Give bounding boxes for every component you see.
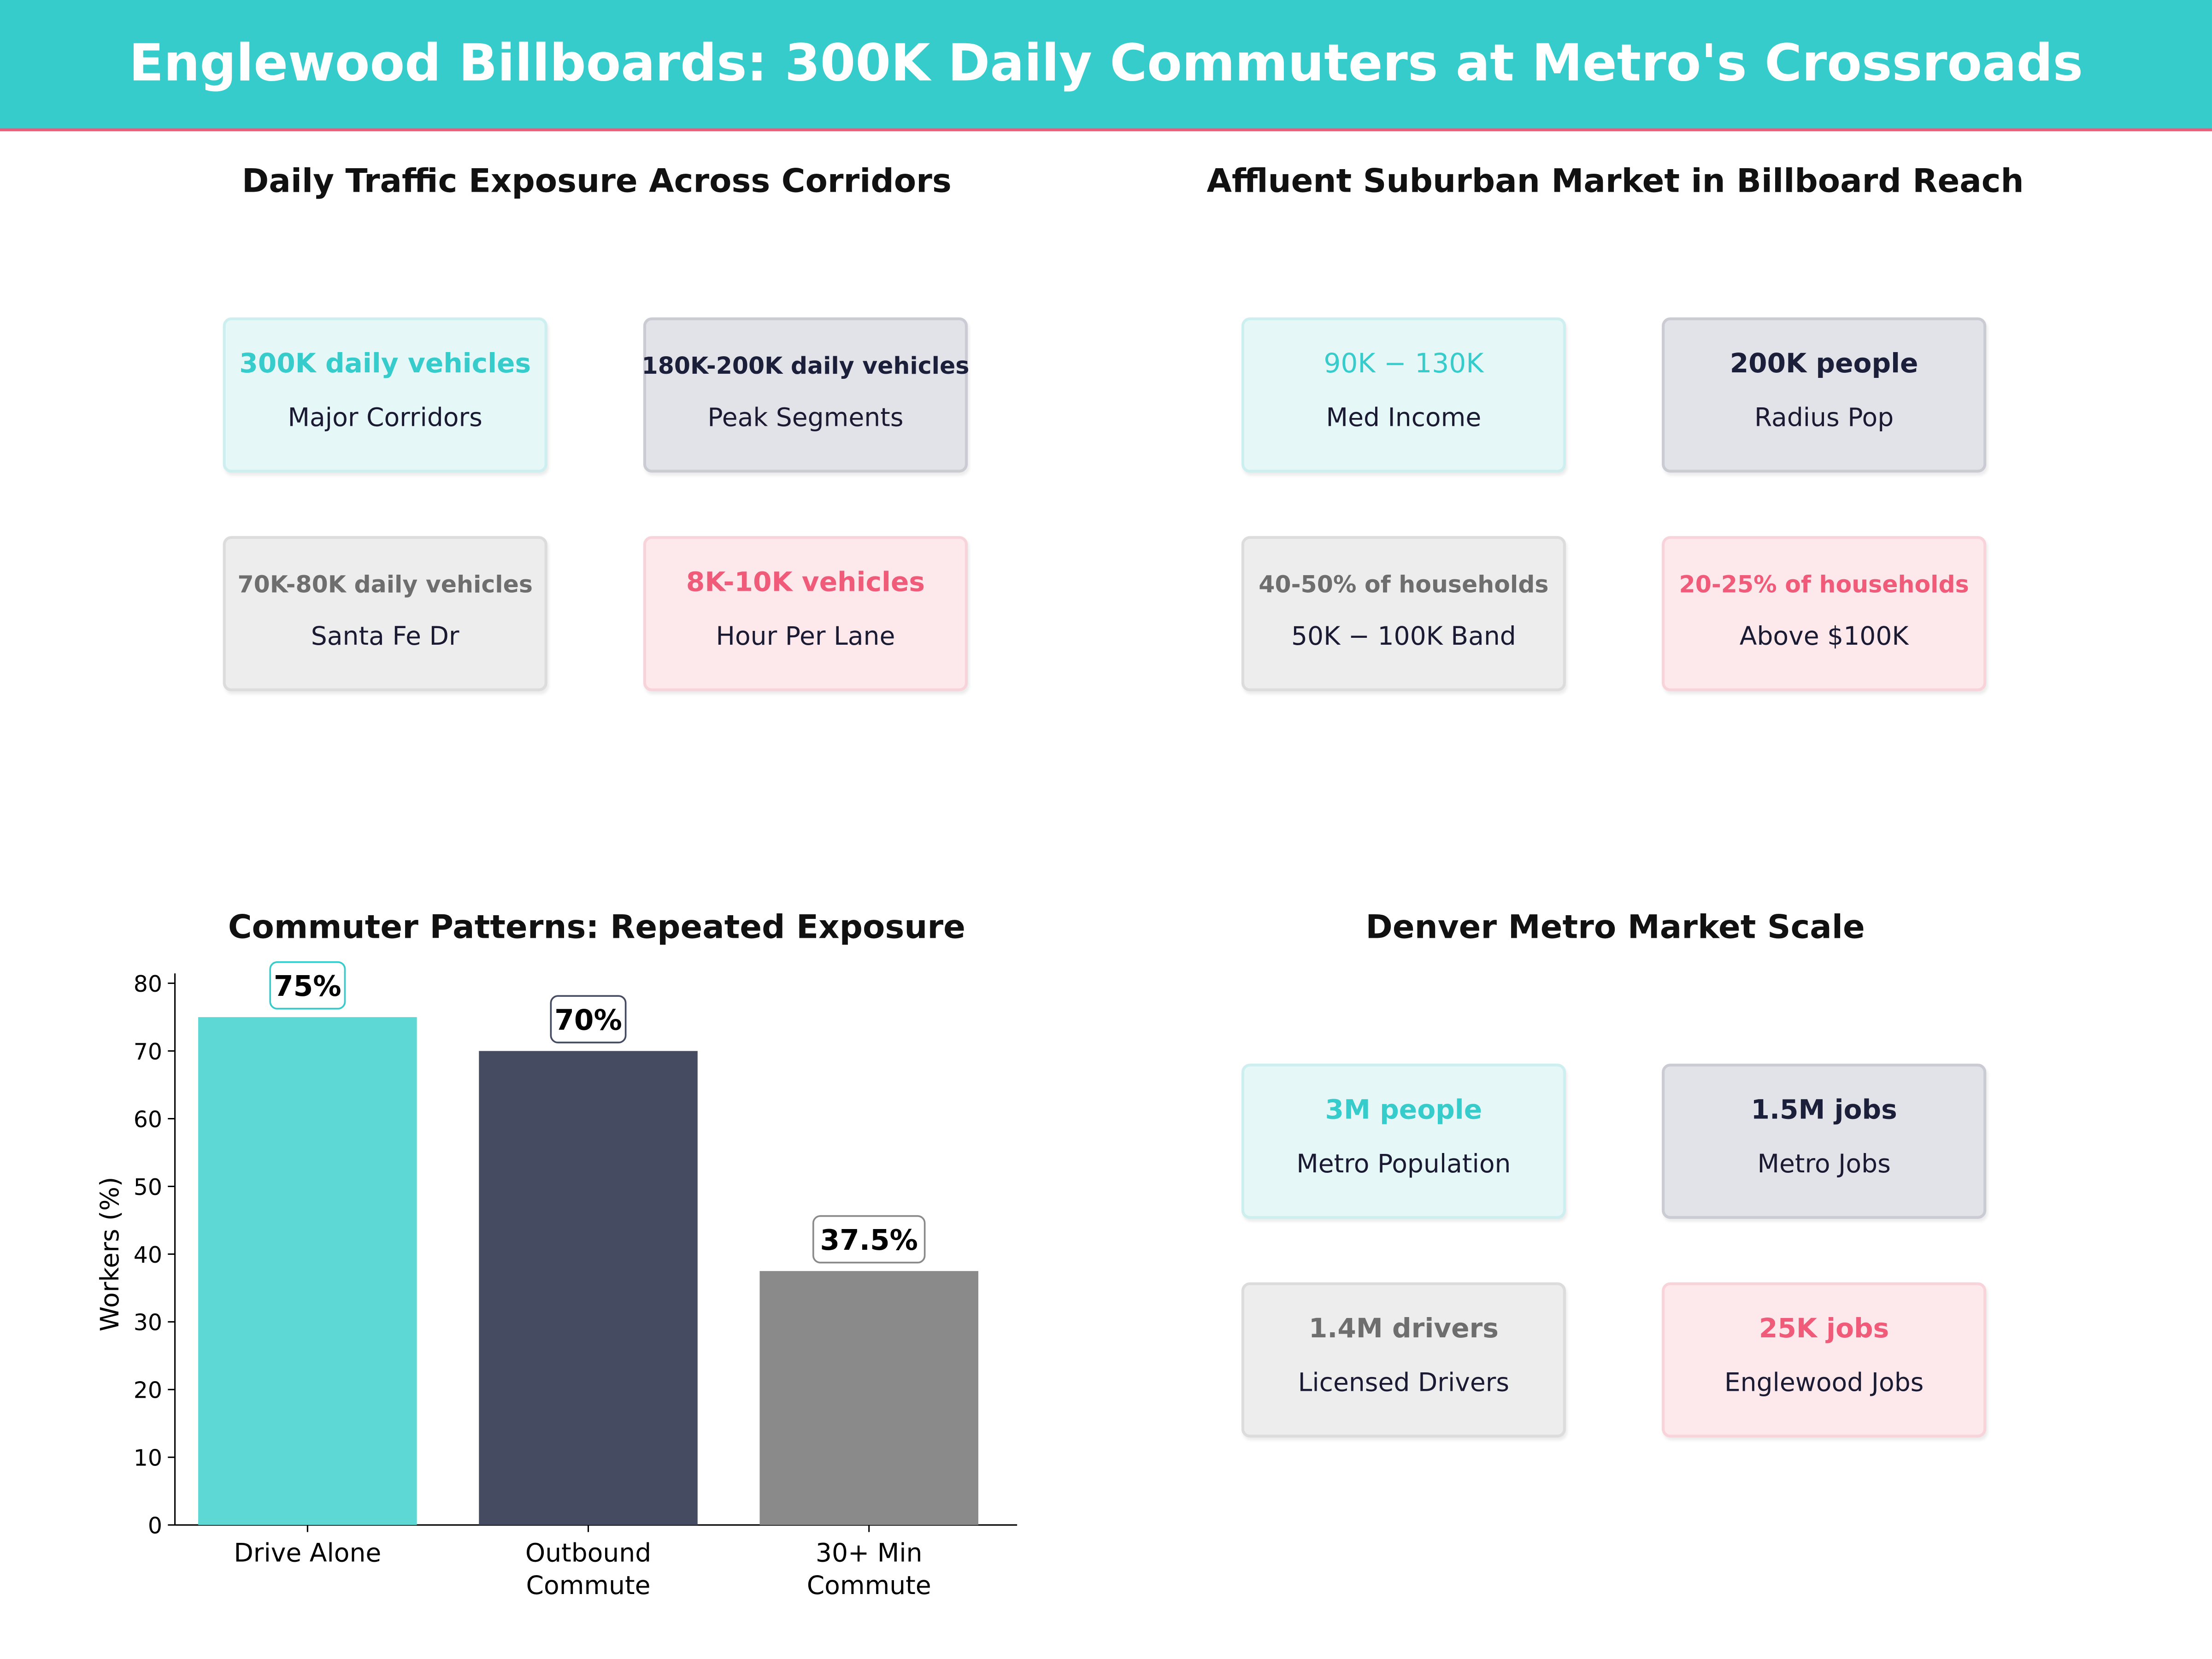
market-card: 200K people Radius Pop: [1662, 317, 1987, 473]
y-tick-label: 60: [134, 1106, 162, 1133]
bar: [479, 1051, 698, 1525]
card-label: Hour Per Lane: [716, 622, 895, 652]
market-panel-title: Affluent Suburban Market in Billboard Re…: [1206, 164, 2024, 200]
traffic-card: 8K-10K vehicles Hour Per Lane: [643, 536, 968, 691]
bar: [198, 1017, 417, 1525]
x-tick-label: 30+ Min: [816, 1538, 923, 1568]
y-tick-label: 10: [134, 1445, 162, 1471]
card-label: Major Corridors: [288, 403, 482, 433]
card-label: Radius Pop: [1754, 403, 1894, 433]
card-value: 40-50% of households: [1259, 571, 1549, 598]
card-value: 20-25% of households: [1679, 571, 1969, 598]
metro-card: 25K jobs Englewood Jobs: [1662, 1282, 1987, 1438]
card-value: 8K-10K vehicles: [686, 567, 925, 598]
card-value: 1.5M jobs: [1751, 1094, 1897, 1126]
card-label: Metro Jobs: [1757, 1149, 1891, 1180]
page-title: Englewood Billboards: 300K Daily Commute…: [129, 35, 2083, 94]
header-banner: Englewood Billboards: 300K Daily Commute…: [0, 0, 2212, 131]
y-tick-label: 0: [148, 1513, 162, 1539]
y-tick-label: 70: [134, 1039, 162, 1065]
card-label: 50K − 100K Band: [1291, 622, 1516, 652]
x-tick-label: Drive Alone: [234, 1538, 381, 1568]
card-value: 1.4M drivers: [1308, 1313, 1499, 1345]
card-label: Above $100K: [1739, 622, 1909, 652]
x-tick-label: Commute: [807, 1571, 931, 1600]
metro-card: 1.4M drivers Licensed Drivers: [1241, 1282, 1566, 1438]
metro-card: 1.5M jobs Metro Jobs: [1662, 1064, 1987, 1219]
y-tick-label: 40: [134, 1242, 162, 1268]
card-value: 180K-200K daily vehicles: [641, 353, 970, 380]
x-tick-label: Outbound: [525, 1538, 651, 1568]
y-tick-label: 20: [134, 1377, 162, 1404]
traffic-card: 70K-80K daily vehicles Santa Fe Dr: [223, 536, 547, 691]
market-card: 40-50% of households 50K − 100K Band: [1241, 536, 1566, 691]
traffic-card: 300K daily vehicles Major Corridors: [223, 317, 547, 473]
market-card: 90K − 130K Med Income: [1241, 317, 1566, 473]
commuter-bar-chart: 0 10 20 30 40 50 60 70 80 Workers (%) Drive Alone 7…: [95, 961, 1018, 1600]
metro-panel-title: Denver Metro Market Scale: [1365, 910, 1865, 947]
card-value: 70K-80K daily vehicles: [237, 571, 533, 598]
data-label: 70%: [554, 1004, 622, 1037]
card-label: Englewood Jobs: [1724, 1368, 1924, 1398]
y-tick-label: 50: [134, 1174, 162, 1200]
data-label: 37.5%: [820, 1224, 918, 1257]
y-tick-label: 80: [134, 971, 162, 997]
card-value: 25K jobs: [1759, 1313, 1889, 1345]
y-axis-label: Workers (%): [95, 1177, 124, 1332]
traffic-panel-title: Daily Traffic Exposure Across Corridors: [241, 164, 952, 200]
data-label-box: [812, 1215, 926, 1264]
data-label-box: [550, 995, 627, 1044]
data-label: 75%: [274, 970, 341, 1003]
card-label: Licensed Drivers: [1298, 1368, 1510, 1398]
card-value: 90K − 130K: [1324, 348, 1484, 380]
y-tick-label: 30: [134, 1310, 162, 1336]
card-value: 300K daily vehicles: [239, 348, 531, 380]
metro-card: 3M people Metro Population: [1241, 1064, 1566, 1219]
card-label: Santa Fe Dr: [311, 622, 459, 652]
card-label: Metro Population: [1296, 1149, 1511, 1180]
card-label: Med Income: [1326, 403, 1482, 433]
card-value: 200K people: [1730, 348, 1918, 380]
data-label-box: [269, 961, 346, 1010]
card-label: Peak Segments: [707, 403, 904, 433]
chart-title: Commuter Patterns: Repeated Exposure: [228, 910, 965, 947]
market-card: 20-25% of households Above $100K: [1662, 536, 1987, 691]
traffic-card: 180K-200K daily vehicles Peak Segments: [642, 317, 969, 473]
x-tick-label: Commute: [526, 1571, 651, 1600]
bar: [759, 1271, 978, 1525]
card-value: 3M people: [1325, 1094, 1483, 1126]
